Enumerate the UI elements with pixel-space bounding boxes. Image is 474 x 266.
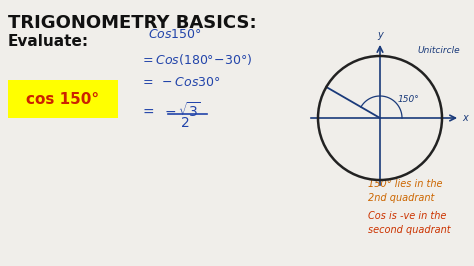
Text: $\mathit{=\ -\sqrt{3}}$: $\mathit{=\ -\sqrt{3}}$	[140, 101, 201, 120]
Bar	[8, 80, 118, 118]
Text: x: x	[462, 113, 468, 123]
Text: y: y	[377, 30, 383, 40]
Text: cos 150°: cos 150°	[27, 92, 100, 106]
Text: second quadrant: second quadrant	[368, 225, 451, 235]
Text: 150°: 150°	[398, 95, 420, 104]
Text: $\mathit{=\ -Cos30°}$: $\mathit{=\ -Cos30°}$	[140, 76, 221, 89]
Text: Evaluate:: Evaluate:	[8, 34, 89, 49]
Text: Unitcircle: Unitcircle	[418, 46, 460, 55]
Text: Cos is -ve in the: Cos is -ve in the	[368, 211, 447, 221]
Text: $\mathit{Cos150°}$: $\mathit{Cos150°}$	[148, 28, 202, 41]
Text: 150° lies in the: 150° lies in the	[368, 179, 443, 189]
Text: $\mathit{2}$: $\mathit{2}$	[180, 116, 190, 130]
Text: $\mathit{=Cos(180°\!-\!30°)}$: $\mathit{=Cos(180°\!-\!30°)}$	[140, 52, 253, 67]
Text: TRIGONOMETRY BASICS:: TRIGONOMETRY BASICS:	[8, 14, 256, 32]
Text: 2nd quadrant: 2nd quadrant	[368, 193, 434, 203]
